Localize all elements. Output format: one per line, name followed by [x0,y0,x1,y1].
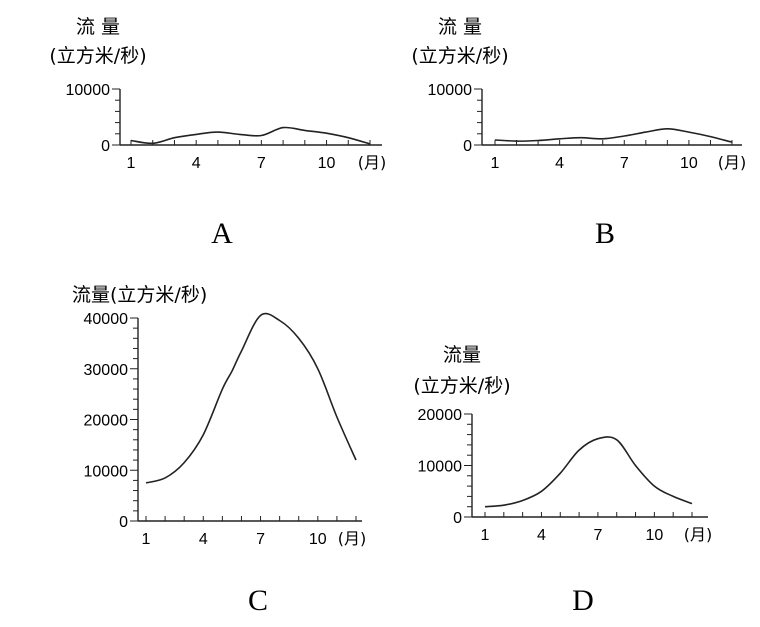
panel-a-y-title-line1: 流 量 [76,16,120,38]
panel-d-x-unit-label: (月) [684,525,713,544]
panel-c-x-unit-label: (月) [338,529,367,548]
panel-d-y-tick-label: 20000 [418,407,463,424]
panel-b-y-tick-label: 0 [463,138,472,155]
panel-d-flow-line [484,436,693,508]
panel-a-label: A [211,217,233,250]
panel-b-y-title-line1: 流 量 [438,16,482,38]
panel-c-y-tick-label: 30000 [84,362,129,379]
panel-d-x-tick-label: 1 [481,527,490,544]
panel-c-y-title: 流量(立方米/秒) [72,284,207,306]
panel-a-x-unit-label: (月) [358,153,387,172]
panel-a-y-tick-label: 10000 [66,82,111,99]
panel-b-x-tick-label: 4 [555,155,564,172]
panel-b-x-tick-label: 7 [620,155,629,172]
panel-b-flow-line [494,127,733,143]
panel-c-y-tick-label: 0 [119,514,128,531]
panel-d-y-title-line1: 流量 [443,344,481,366]
panel-d-x-tick-label: 10 [645,527,663,544]
panel-a-x-tick-label: 1 [127,155,136,172]
panel-b-x-unit-label: (月) [718,153,747,172]
panel-a-x-tick-label: 7 [257,155,266,172]
panel-a-y-tick-label: 0 [101,138,110,155]
panel-d-x-tick-label: 7 [593,527,602,544]
chart-panel-d: 流量 (立方米/秒) D 1 4 7 10 (月) 0 10000 20000 [413,344,712,617]
panel-b-y-title-line2: (立方米/秒) [411,45,508,67]
panel-b-label: B [595,217,615,250]
panel-b-x-tick-label: 1 [491,155,500,172]
panel-d-y-title-line2: (立方米/秒) [413,375,510,397]
panel-d-label: D [572,584,594,617]
panel-c-x-tick-label: 1 [142,531,151,548]
panel-c-y-tick-label: 20000 [84,413,129,430]
panel-c-label: C [248,584,268,617]
panel-c-x-tick-label: 4 [199,531,208,548]
chart-panel-c: 流量(立方米/秒) C 1 4 7 10 (月) 0 10000 20000 30000 4000… [72,284,366,617]
panel-c-x-tick-label: 7 [256,531,265,548]
panel-c-flow-line [145,312,357,484]
panel-d-y-tick-label: 0 [453,510,462,527]
panel-a-flow-line [130,126,371,145]
panel-c-y-tick-label: 40000 [84,311,129,328]
panel-d-y-tick-label: 10000 [418,459,463,476]
chart-panel-b: 流 量 (立方米/秒) B 1 4 7 10 (月) 0 10000 [411,16,746,250]
panel-a-x-tick-label: 4 [192,155,201,172]
panel-b-y-tick-label: 10000 [428,82,473,99]
panel-d-x-tick-label: 4 [537,527,546,544]
panel-c-y-tick-label: 10000 [84,463,129,480]
panel-a-y-title-line2: (立方米/秒) [49,45,146,67]
chart-panel-a: 流 量 (立方米/秒) A 1 4 7 10 (月) 0 10000 [49,16,386,250]
panel-b-x-tick-label: 10 [680,155,698,172]
panel-a-x-tick-label: 10 [318,155,336,172]
panel-c-x-tick-label: 10 [309,531,327,548]
